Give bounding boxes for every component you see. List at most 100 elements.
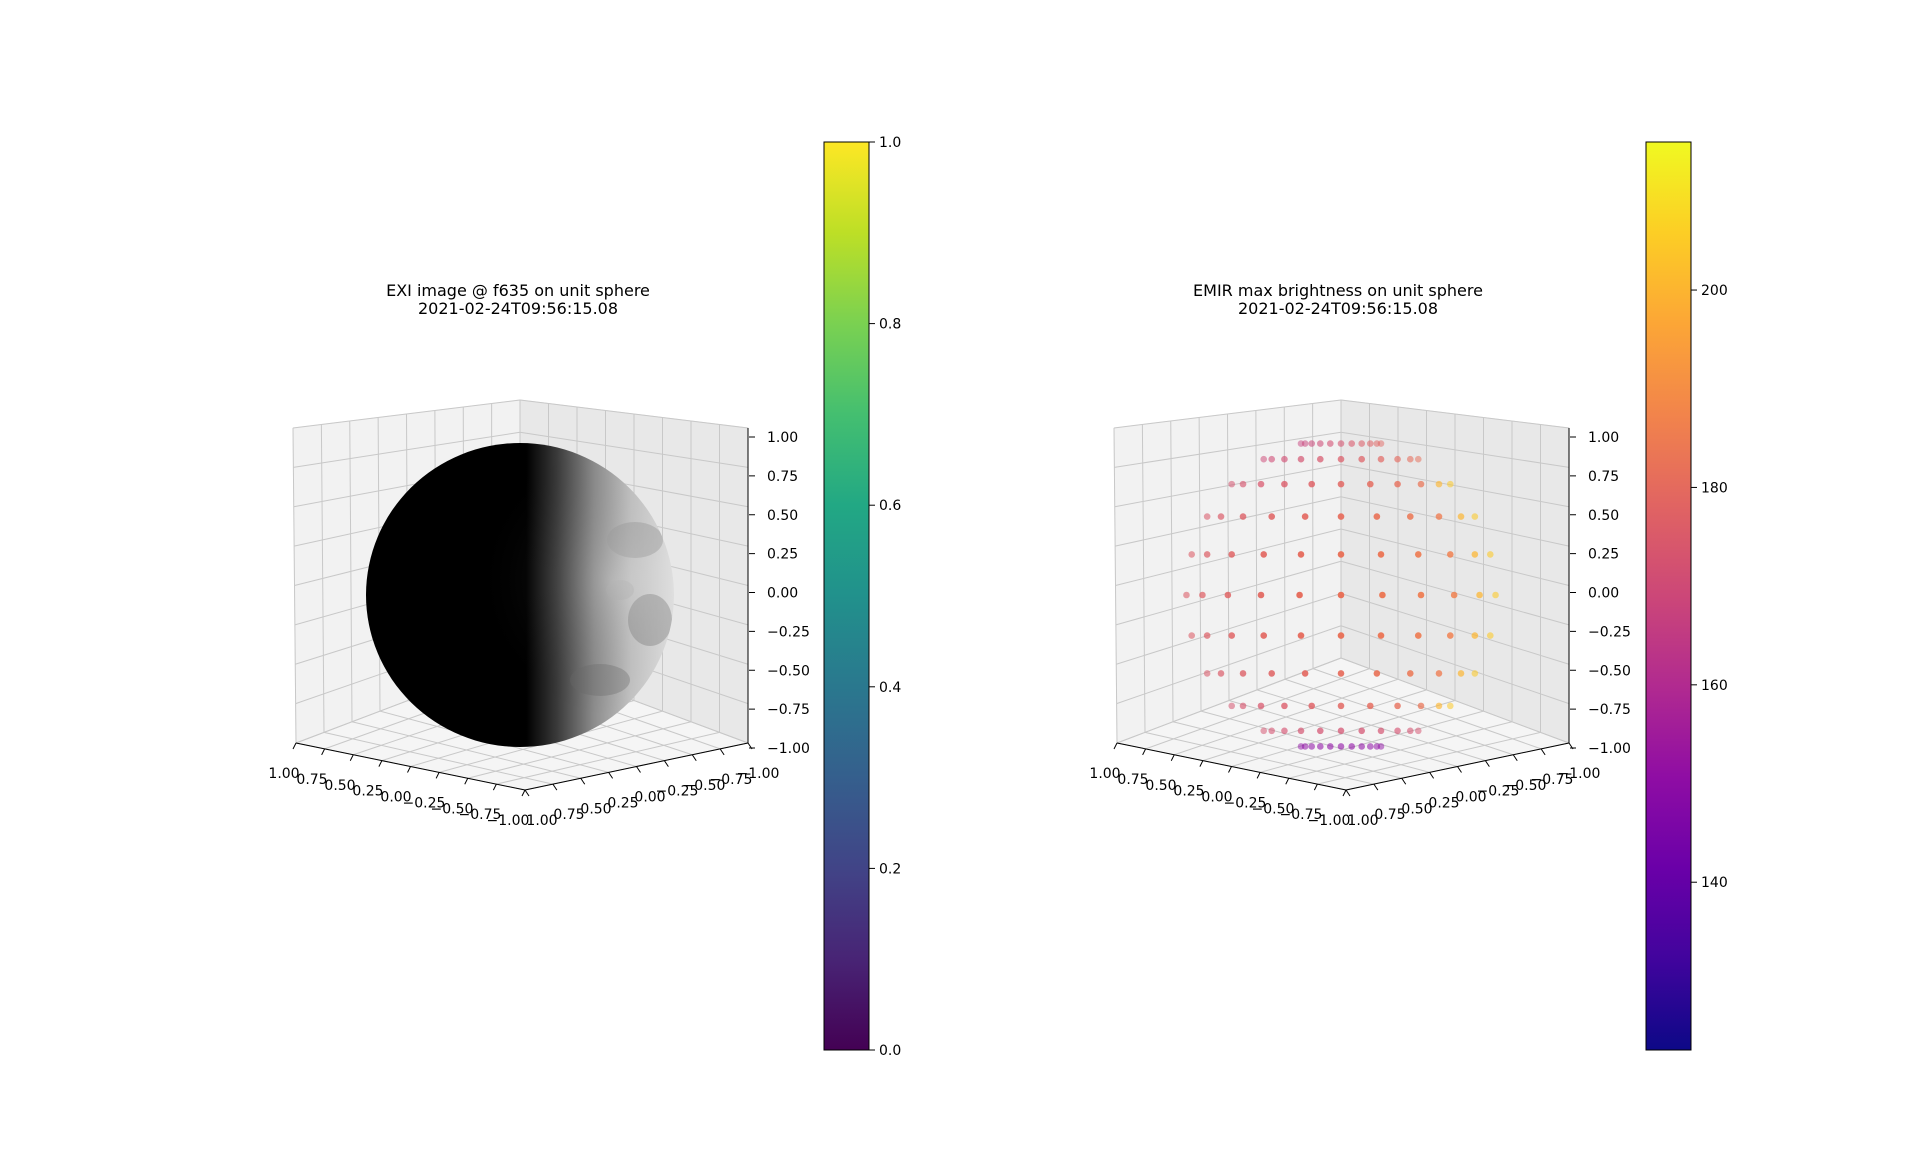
- brightness-point: [1358, 743, 1366, 750]
- brightness-point: [1471, 670, 1479, 677]
- brightness-point: [1406, 455, 1414, 463]
- brightness-point: [1366, 480, 1374, 488]
- brightness-point: [1257, 591, 1265, 599]
- brightness-point: [1337, 632, 1345, 639]
- brightness-point: [1308, 702, 1316, 710]
- brightness-point: [1377, 632, 1385, 639]
- panel-1-z-tick-label: 0.75: [767, 469, 798, 485]
- brightness-point: [1486, 551, 1494, 558]
- panel-2-y-tick-label: 0.25: [1428, 795, 1459, 811]
- brightness-point: [1281, 455, 1288, 463]
- panel-1-y-tick-label: 0.00: [634, 790, 665, 806]
- brightness-point: [1188, 551, 1196, 558]
- brightness-point: [1435, 480, 1443, 488]
- brightness-point: [1326, 440, 1334, 447]
- brightness-point: [1394, 702, 1401, 710]
- brightness-scatter: [1183, 440, 1499, 750]
- panel-1-z-tick-label: 1.00: [767, 430, 798, 446]
- panel-2-3d-axes: 1.000.750.500.250.00−0.25−0.50−0.75−1.00…: [1089, 399, 1631, 829]
- brightness-point: [1446, 632, 1454, 639]
- brightness-point: [1450, 591, 1458, 599]
- panel-1-z-tick-label: 0.25: [767, 547, 798, 563]
- panel-1-x-tick-label: 0.50: [324, 778, 355, 794]
- brightness-point: [1297, 727, 1305, 735]
- panel-1-x-tick-label: −1.00: [487, 813, 530, 829]
- brightness-point: [1297, 551, 1305, 558]
- panel-1-x-tick-label: −0.25: [403, 795, 446, 811]
- brightness-point: [1358, 455, 1366, 463]
- brightness-point: [1394, 455, 1401, 463]
- brightness-point: [1301, 670, 1309, 677]
- brightness-point: [1268, 513, 1276, 520]
- brightness-point: [1297, 632, 1305, 639]
- panel-2-x-tick-label: −0.50: [1252, 801, 1295, 817]
- brightness-point: [1394, 480, 1401, 488]
- panel-2-x-tick-label: 0.50: [1145, 778, 1176, 794]
- panel-1-y-tick-label: 0.25: [607, 795, 638, 811]
- panel-2-z-tick-label: −0.50: [1588, 663, 1631, 679]
- panel-2-z-tick-label: 0.50: [1588, 508, 1619, 524]
- brightness-point: [1373, 513, 1381, 520]
- brightness-point: [1228, 480, 1236, 488]
- brightness-point: [1224, 591, 1232, 599]
- brightness-point: [1296, 591, 1303, 599]
- brightness-point: [1268, 670, 1276, 677]
- brightness-point: [1373, 670, 1381, 677]
- brightness-point: [1373, 743, 1381, 750]
- viridis-colorbar: [823, 141, 870, 1051]
- brightness-point: [1457, 670, 1465, 677]
- brightness-point: [1435, 513, 1443, 520]
- brightness-point: [1308, 743, 1316, 750]
- brightness-point: [1260, 551, 1268, 558]
- panel-2-z-tick-label: 0.75: [1588, 469, 1619, 485]
- panel-2-y-tick-label: −1.00: [1558, 766, 1601, 782]
- panel-1-colorbar-tick-label: 0.4: [879, 680, 901, 696]
- brightness-point: [1373, 440, 1381, 447]
- panel-2-y-tick-label: 0.50: [1401, 801, 1432, 817]
- brightness-point: [1326, 743, 1334, 750]
- brightness-point: [1308, 480, 1316, 488]
- panel-1-x-tick-label: 0.25: [352, 784, 383, 800]
- panel-2-z-tick-label: −1.00: [1588, 741, 1631, 757]
- brightness-point: [1348, 440, 1356, 447]
- brightness-point: [1406, 670, 1414, 677]
- brightness-point: [1377, 455, 1385, 463]
- brightness-point: [1228, 702, 1236, 710]
- brightness-point: [1301, 513, 1309, 520]
- brightness-point: [1394, 727, 1401, 735]
- brightness-point: [1239, 480, 1247, 488]
- brightness-point: [1471, 632, 1479, 639]
- brightness-point: [1337, 670, 1345, 677]
- panel-1-x-tick-label: −0.75: [459, 807, 502, 823]
- panel-1-z-tick-label: −0.50: [767, 663, 810, 679]
- brightness-point: [1377, 551, 1385, 558]
- brightness-point: [1268, 727, 1276, 735]
- brightness-point: [1435, 702, 1443, 710]
- brightness-point: [1188, 632, 1196, 639]
- brightness-point: [1337, 455, 1345, 463]
- brightness-point: [1228, 551, 1236, 558]
- panel-1-z-tick-label: −0.75: [767, 702, 810, 718]
- brightness-point: [1257, 480, 1265, 488]
- brightness-point: [1476, 591, 1483, 599]
- brightness-point: [1471, 513, 1479, 520]
- panel-1-colorbar-tick-label: 0.0: [879, 1043, 901, 1059]
- panel-1-x-tick-label: −0.50: [431, 801, 474, 817]
- brightness-point: [1337, 702, 1345, 710]
- brightness-point: [1446, 551, 1454, 558]
- brightness-point: [1308, 440, 1316, 447]
- panel-1-colorbar-tick-label: 1.0: [879, 135, 901, 151]
- panel-1-timestamp: 2021-02-24T09:56:15.08: [418, 299, 618, 318]
- brightness-point: [1414, 551, 1422, 558]
- brightness-point: [1366, 702, 1374, 710]
- brightness-point: [1366, 440, 1374, 447]
- brightness-point: [1239, 670, 1247, 677]
- brightness-point: [1281, 702, 1288, 710]
- brightness-point: [1203, 513, 1211, 520]
- brightness-point: [1337, 440, 1345, 447]
- brightness-point: [1199, 591, 1206, 599]
- brightness-point: [1316, 455, 1324, 463]
- moon-surface: [366, 443, 674, 747]
- brightness-point: [1257, 702, 1265, 710]
- brightness-point: [1281, 727, 1288, 735]
